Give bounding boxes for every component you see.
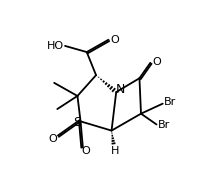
Text: Br: Br <box>158 120 170 130</box>
Text: S: S <box>73 116 81 129</box>
Text: N: N <box>115 82 125 96</box>
Text: Br: Br <box>164 97 177 107</box>
Text: HO: HO <box>47 41 64 51</box>
Text: O: O <box>152 57 161 67</box>
Text: O: O <box>82 146 90 156</box>
Text: O: O <box>48 134 57 144</box>
Text: H: H <box>111 146 120 156</box>
Text: O: O <box>110 35 119 45</box>
